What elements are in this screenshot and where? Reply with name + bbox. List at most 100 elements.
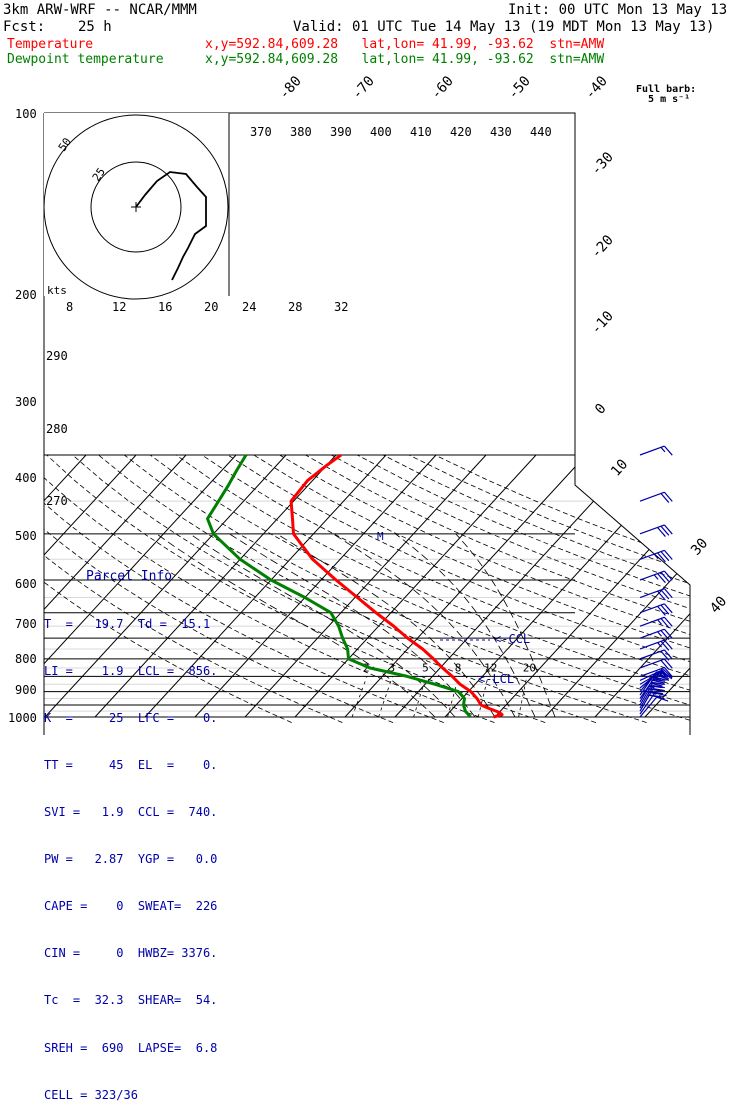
parcel-info-panel: Parcel Info T = 19.7 Td = 15.1 LI = 1.9 … <box>44 538 244 1119</box>
speed-tick-label: 24 <box>242 300 256 314</box>
barb-staff <box>640 640 664 649</box>
barb-staff <box>640 604 664 613</box>
parcel-row: CELL = 323/36 <box>44 1088 244 1104</box>
pressure-label: 800 <box>15 652 37 666</box>
barb-flag <box>658 620 662 625</box>
isotherm-label: 0 <box>592 401 610 418</box>
parcel-row: TT = 45 EL = 0. <box>44 758 244 774</box>
barb-flag <box>664 571 672 580</box>
forecast-label: Fcst: <box>3 19 45 35</box>
speed-tick-label: 12 <box>112 300 126 314</box>
isotherm-label: 30 <box>688 535 711 558</box>
barb-staff <box>640 446 664 455</box>
mixing-ratio-label: 8 <box>455 661 462 674</box>
theta-label: 410 <box>410 125 432 139</box>
parcel-marker: M <box>377 530 384 543</box>
barb-staff <box>640 571 664 580</box>
speed-tick-label: 32 <box>334 300 348 314</box>
barb-flag <box>654 575 658 580</box>
wind-barb <box>640 589 672 601</box>
isotherm-label: -80 <box>276 73 305 103</box>
lcl-annotation: <-LCL <box>478 672 514 686</box>
barb-flag <box>658 632 662 637</box>
barb-staff <box>640 589 664 598</box>
hodograph-units: kts <box>47 284 67 297</box>
barb-flag <box>664 604 672 613</box>
theta-label: 270 <box>46 494 68 508</box>
pressure-label: 500 <box>15 529 37 543</box>
ccl-annotation: <-CCL <box>494 632 530 646</box>
pressure-label: 100 <box>15 107 37 121</box>
profiles <box>208 455 503 717</box>
valid-time: Valid: 01 UTC Tue 14 May 13 (19 MDT Mon … <box>293 19 714 35</box>
isotherm-line <box>495 455 736 717</box>
theta-label: 440 <box>530 125 552 139</box>
barb-flag <box>664 550 672 559</box>
barb-flag <box>661 552 669 561</box>
parcel-row: SREH = 690 LAPSE= 6.8 <box>44 1041 244 1057</box>
moist-adiabat-line <box>277 534 495 717</box>
parcel-row: LI = 1.9 LCL = 856. <box>44 664 244 680</box>
pressure-label: 600 <box>15 577 37 591</box>
barb-flag <box>661 447 665 452</box>
temperature-legend: Temperature <box>7 37 93 53</box>
theta-label: 380 <box>290 125 312 139</box>
pressure-label: 700 <box>15 617 37 631</box>
barb-staff <box>640 650 664 659</box>
speed-tick-label: 28 <box>288 300 302 314</box>
forecast-hours: 25 h <box>78 19 112 35</box>
barb-legend: Full barb: 5 m s⁻¹ <box>636 85 696 105</box>
mixing-ratio-label: 20 <box>523 661 536 674</box>
barb-flag <box>664 492 672 501</box>
wind-barb <box>640 525 672 537</box>
isotherm-label: 10 <box>608 456 631 479</box>
theta-label: 420 <box>450 125 472 139</box>
isotherm-line <box>545 455 740 717</box>
parcel-row: SVI = 1.9 CCL = 740. <box>44 805 244 821</box>
theta-label: 280 <box>46 422 68 436</box>
parcel-row: PW = 2.87 YGP = 0.0 <box>44 852 244 868</box>
barb-flag <box>661 572 669 581</box>
barb-staff <box>640 492 664 501</box>
theta-label: 390 <box>330 125 352 139</box>
pressure-label: 300 <box>15 395 37 409</box>
temperature-profile <box>291 455 502 717</box>
isotherm-label: 40 <box>707 593 730 616</box>
pressure-label: 900 <box>15 683 37 697</box>
pressure-label: 1000 <box>8 711 37 725</box>
barb-flag <box>661 493 669 502</box>
theta-label: 370 <box>250 125 272 139</box>
barb-staff <box>640 525 664 534</box>
parcel-row: Tc = 32.3 SHEAR= 54. <box>44 993 244 1009</box>
wind-barbs <box>640 75 672 735</box>
parcel-row: K = 25 LFC = 0. <box>44 711 244 727</box>
wind-barb <box>640 571 672 583</box>
model-title: 3km ARW-WRF -- NCAR/MMM <box>3 2 197 18</box>
barb-flag <box>661 526 669 535</box>
wind-barb <box>640 446 672 455</box>
speed-tick-label: 16 <box>158 300 172 314</box>
parcel-row: CAPE = 0 SWEAT= 226 <box>44 899 244 915</box>
theta-label: 430 <box>490 125 512 139</box>
parcel-row: T = 19.7 Td = 15.1 <box>44 617 244 633</box>
isotherm-label: -70 <box>349 73 378 103</box>
pressure-label: 200 <box>15 288 37 302</box>
barb-flag <box>658 527 666 536</box>
parcel-row: CIN = 0 HWBZ= 3376. <box>44 946 244 962</box>
dewpoint-station-info: x,y=592.84,609.28 lat,lon= 41.99, -93.62… <box>205 52 604 68</box>
speed-tick-label: 20 <box>204 300 218 314</box>
mixing-ratio-label: 5 <box>422 661 429 674</box>
parcel-info-title: Parcel Info <box>44 569 244 585</box>
temperature-station-info: x,y=592.84,609.28 lat,lon= 41.99, -93.62… <box>205 37 604 53</box>
pressure-label: 400 <box>15 471 37 485</box>
theta-label: 400 <box>370 125 392 139</box>
isotherm-label: -40 <box>582 73 611 103</box>
barb-flag <box>664 650 672 659</box>
isotherm-label: -20 <box>588 232 617 262</box>
isotherm-label: -30 <box>588 149 617 179</box>
isotherm-line <box>345 455 586 717</box>
isotherm-label: -10 <box>588 308 617 338</box>
dewpoint-legend: Dewpoint temperature <box>7 52 164 68</box>
isotherm-label: -50 <box>505 73 534 103</box>
barb-flag <box>664 525 672 534</box>
